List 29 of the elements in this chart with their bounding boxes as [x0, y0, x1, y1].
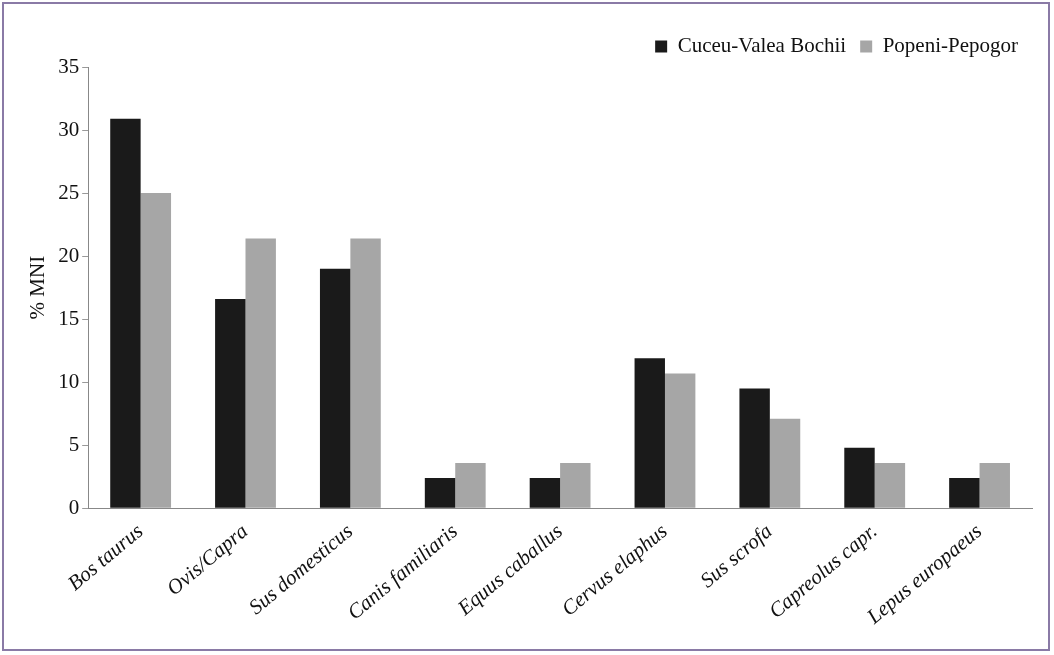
bar [529, 478, 561, 508]
y-tick-label: 0 [68, 494, 80, 519]
legend-label: Popeni-Pepogor [882, 33, 1019, 58]
legend-label: Cuceu-Valea Bochii [677, 33, 847, 58]
y-tick-label: 20 [58, 242, 80, 267]
y-tick-label: 25 [58, 179, 80, 204]
bar [455, 462, 486, 508]
y-tick-label: 10 [58, 368, 80, 393]
bar [844, 447, 875, 508]
bar [949, 478, 980, 508]
bar [350, 238, 381, 508]
bar [140, 193, 172, 508]
y-tick-label: 35 [58, 53, 80, 78]
bar [110, 118, 141, 508]
bar [874, 462, 906, 508]
bar [424, 478, 456, 508]
bar [215, 299, 246, 508]
bar [979, 462, 1010, 508]
bar [664, 373, 696, 508]
y-axis-title: % MNI [25, 255, 50, 320]
bar [769, 418, 801, 508]
y-tick-label: 5 [68, 431, 80, 456]
bar [245, 238, 276, 508]
bar [634, 358, 665, 508]
bar [560, 462, 591, 508]
y-tick-label: 30 [58, 116, 80, 141]
y-tick-label: 15 [58, 305, 80, 330]
bar [319, 268, 351, 508]
bar [739, 388, 770, 508]
